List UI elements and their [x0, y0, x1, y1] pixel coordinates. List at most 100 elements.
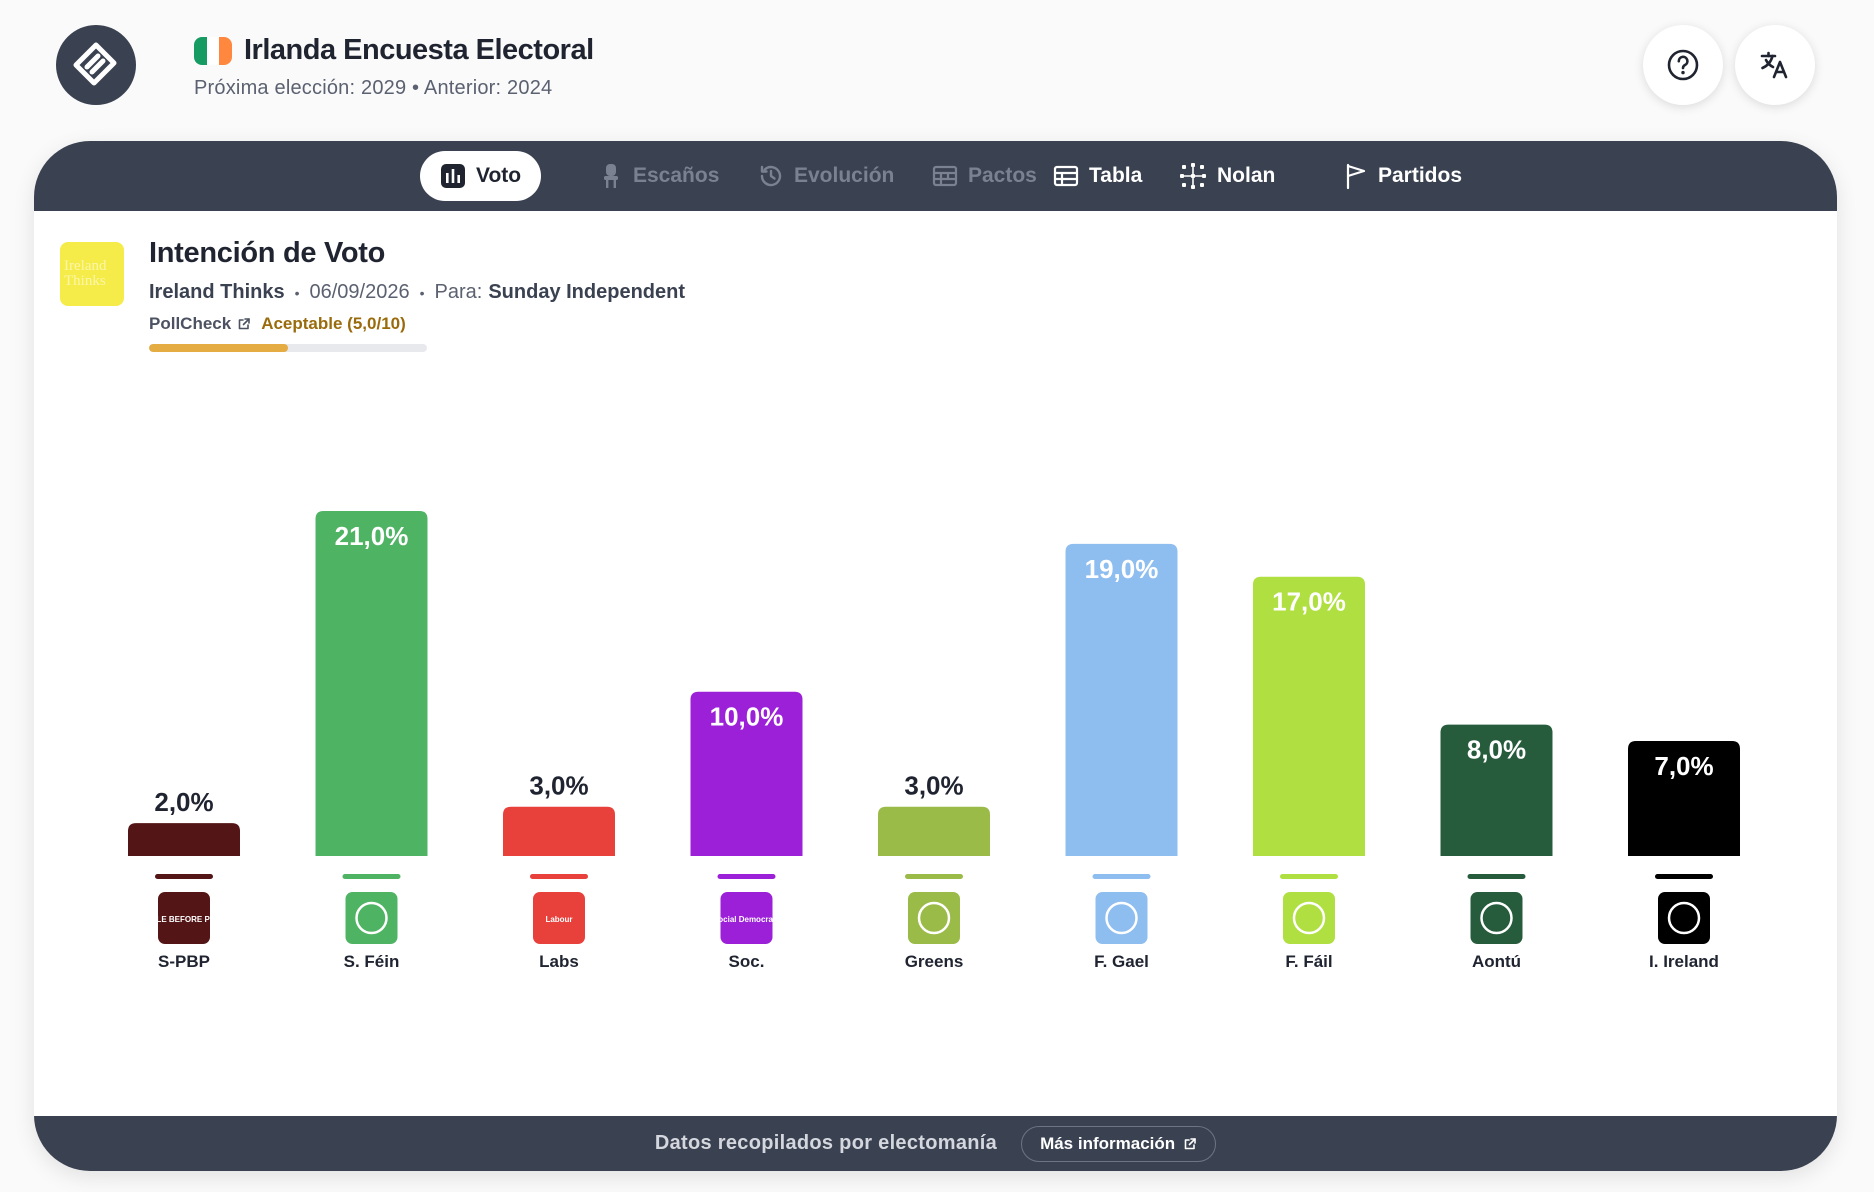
pollster-logo-text: Ireland — [64, 258, 107, 274]
tab-pactos[interactable]: Pactos — [918, 151, 1051, 201]
flag-stripe-white — [206, 36, 220, 65]
poll-title: Intención de Voto — [149, 237, 386, 269]
party-category-label: Greens — [905, 952, 964, 971]
translate-button[interactable] — [1735, 25, 1815, 105]
party-logo-icon[interactable] — [1470, 892, 1523, 944]
client-name: Sunday Independent — [488, 281, 686, 303]
party-logo-background — [158, 892, 210, 944]
bar[interactable] — [1253, 576, 1365, 856]
bar[interactable] — [315, 511, 428, 856]
pollcheck-label: PollCheck — [149, 314, 232, 333]
party-logo-icon[interactable]: PEOPLE BEFORE PROFIT — [134, 892, 234, 944]
party-logo-background — [1470, 892, 1523, 944]
tab-voto[interactable]: Voto — [420, 151, 542, 201]
party-logo-background — [720, 892, 773, 944]
bar[interactable] — [1628, 741, 1740, 856]
nolan-icon — [1180, 163, 1206, 189]
party-logo-emblem — [1480, 901, 1513, 935]
party-logo-icon[interactable] — [1283, 892, 1335, 944]
bar-value-label: 7,0% — [1654, 751, 1713, 781]
flag-stripe-orange — [219, 36, 232, 65]
bar[interactable] — [1440, 724, 1553, 856]
party-logo-emblem — [1105, 901, 1138, 935]
party-category-label: Soc. — [729, 952, 765, 971]
bar[interactable] — [503, 806, 615, 856]
pollcheck-score-fill — [149, 344, 288, 352]
party-logo-background — [533, 892, 585, 944]
bar-value-label: 8,0% — [1467, 735, 1526, 765]
bar-value-label: 10,0% — [710, 702, 784, 732]
party-color-marker — [342, 874, 401, 879]
help-button[interactable] — [1643, 25, 1723, 105]
bar-chart-icon — [441, 164, 465, 188]
party-logo-background — [1283, 892, 1335, 944]
party-color-marker — [155, 874, 213, 879]
party-logo-background — [908, 892, 960, 944]
tab-tabla-label: Tabla — [1089, 164, 1143, 187]
party-color-marker — [1092, 874, 1151, 879]
tab-bar: Voto Escaños Evolución — [34, 141, 1837, 211]
page-title: Irlanda Encuesta Electoral — [244, 34, 594, 66]
bar-value-label: 17,0% — [1272, 587, 1346, 617]
bar[interactable] — [128, 823, 240, 856]
poll-card: Voto Escaños Evolución — [34, 141, 1837, 1171]
party-logo-icon[interactable] — [1658, 892, 1710, 944]
history-icon — [760, 165, 782, 187]
pacts-icon — [932, 165, 958, 187]
vote-bar-chart: 2,0% PEOPLE BEFORE PROFIT S-PBP 21,0% S. Féi… — [128, 511, 1740, 971]
party-logo-icon[interactable] — [345, 892, 398, 944]
bar[interactable] — [690, 691, 803, 856]
pollster-logo-text: Thinks — [64, 273, 106, 289]
party-logo-text: Social Democrats — [713, 915, 781, 924]
tab-evolucion-label: Evolución — [794, 164, 895, 187]
tab-nolan-label: Nolan — [1217, 164, 1276, 187]
bar-value-label: 2,0% — [154, 787, 213, 817]
footer-text: Datos recopilados por electomanía — [654, 1132, 998, 1154]
party-category-label: Labs — [539, 952, 579, 971]
app-logo[interactable] — [56, 25, 136, 105]
ireland-flag-icon — [194, 36, 232, 65]
party-logo-emblem — [355, 901, 388, 935]
party-color-marker — [1655, 874, 1713, 879]
tab-escanos[interactable]: Escaños — [585, 151, 733, 201]
party-color-marker — [905, 874, 963, 879]
party-logo-icon[interactable] — [1095, 892, 1148, 944]
party-logo-icon[interactable] — [908, 892, 960, 944]
separator-dot: • — [419, 284, 425, 301]
poll-info: Intención de Voto Ireland Thinks • 06/09… — [149, 237, 685, 352]
party-logo-emblem — [1292, 901, 1326, 935]
party-logo-background — [345, 892, 398, 944]
party-color-marker — [530, 874, 588, 879]
bar-value-label: 21,0% — [335, 521, 409, 551]
bar-value-label: 3,0% — [904, 771, 963, 801]
tab-voto-label: Voto — [476, 164, 522, 187]
separator-dot: • — [294, 284, 300, 301]
pollcheck-row: PollCheck Aceptable (5,0/10) — [149, 314, 685, 334]
bar-value-label: 19,0% — [1085, 554, 1159, 584]
table-icon — [1053, 165, 1079, 187]
party-logo-icon[interactable]: Social Democrats — [713, 892, 781, 944]
header: Irlanda Encuesta Electoral Próxima elecc… — [194, 34, 594, 100]
bar[interactable] — [878, 806, 990, 856]
pollster-logo: Ireland Thinks — [60, 242, 124, 306]
external-link-icon — [1184, 1137, 1196, 1149]
tab-nolan[interactable]: Nolan — [1165, 151, 1289, 201]
pollcheck-rating: Aceptable (5,0/10) — [261, 314, 406, 333]
tab-pactos-label: Pactos — [968, 164, 1037, 187]
client-label: Para: — [434, 281, 483, 303]
more-info-button[interactable]: Más información — [1021, 1125, 1217, 1162]
tab-tabla[interactable]: Tabla — [1039, 151, 1156, 201]
party-logo-icon[interactable]: Labour — [533, 892, 585, 944]
tab-evolucion[interactable]: Evolución — [744, 151, 908, 201]
tab-escanos-label: Escaños — [633, 164, 720, 187]
party-color-marker — [1467, 874, 1526, 879]
party-category-label: F. Fáil — [1285, 952, 1332, 971]
bar[interactable] — [1065, 543, 1178, 856]
tab-partidos[interactable]: Partidos — [1330, 151, 1476, 201]
pollcheck-link[interactable]: PollCheck — [149, 314, 251, 334]
flag-stripe-green — [194, 36, 207, 65]
pollster-name: Ireland Thinks — [149, 281, 285, 303]
party-logo-background — [1658, 892, 1710, 944]
party-category-label: F. Gael — [1094, 952, 1149, 971]
footer: Datos recopilados por electomanía Más in… — [34, 1116, 1837, 1171]
